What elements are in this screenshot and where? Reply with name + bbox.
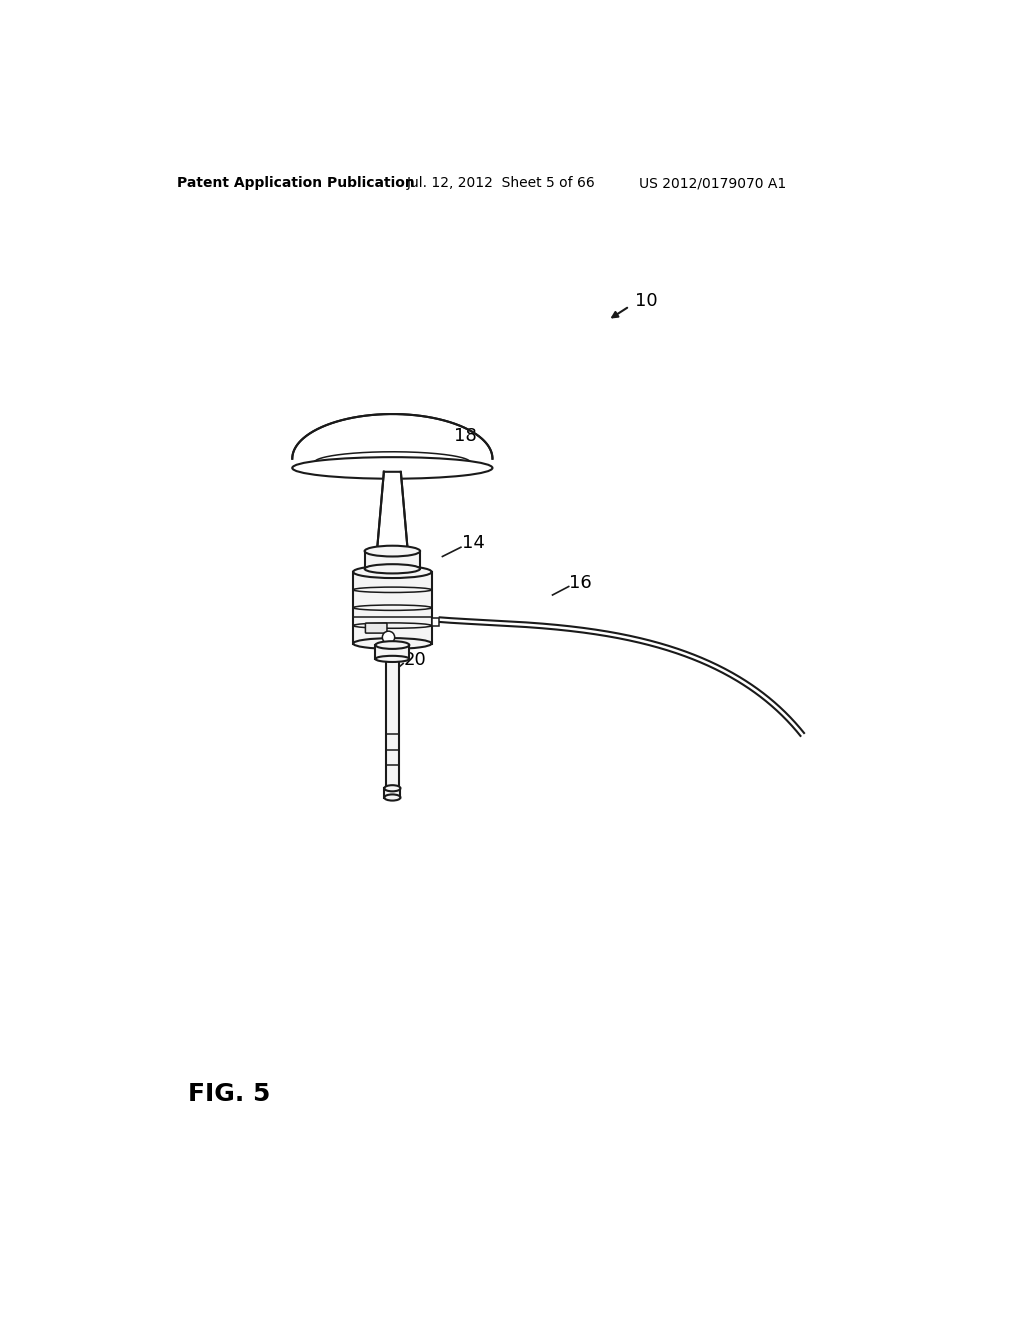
Bar xyxy=(432,618,439,626)
Ellipse shape xyxy=(365,564,420,573)
Bar xyxy=(386,661,399,788)
Ellipse shape xyxy=(384,785,400,792)
Text: FIG. 5: FIG. 5 xyxy=(188,1082,270,1106)
Text: US 2012/0179070 A1: US 2012/0179070 A1 xyxy=(639,176,786,190)
Ellipse shape xyxy=(292,457,493,479)
Text: 16: 16 xyxy=(569,574,592,593)
Bar xyxy=(353,572,432,644)
Text: 10: 10 xyxy=(635,292,657,310)
Ellipse shape xyxy=(376,642,410,649)
Ellipse shape xyxy=(353,605,432,610)
Text: Jul. 12, 2012  Sheet 5 of 66: Jul. 12, 2012 Sheet 5 of 66 xyxy=(407,176,595,190)
Text: 14: 14 xyxy=(462,535,484,552)
Circle shape xyxy=(382,631,394,644)
Bar xyxy=(376,645,410,659)
Ellipse shape xyxy=(384,795,400,800)
Ellipse shape xyxy=(353,638,432,649)
Bar xyxy=(384,788,400,797)
FancyBboxPatch shape xyxy=(366,623,387,634)
Text: Patent Application Publication: Patent Application Publication xyxy=(177,176,415,190)
Ellipse shape xyxy=(353,623,432,628)
Ellipse shape xyxy=(353,566,432,578)
Ellipse shape xyxy=(365,545,420,557)
Ellipse shape xyxy=(353,587,432,593)
Polygon shape xyxy=(292,414,493,469)
Text: 18: 18 xyxy=(454,426,477,445)
Bar xyxy=(365,552,420,569)
Text: 20: 20 xyxy=(403,652,427,669)
Polygon shape xyxy=(377,471,408,552)
Ellipse shape xyxy=(376,656,410,663)
